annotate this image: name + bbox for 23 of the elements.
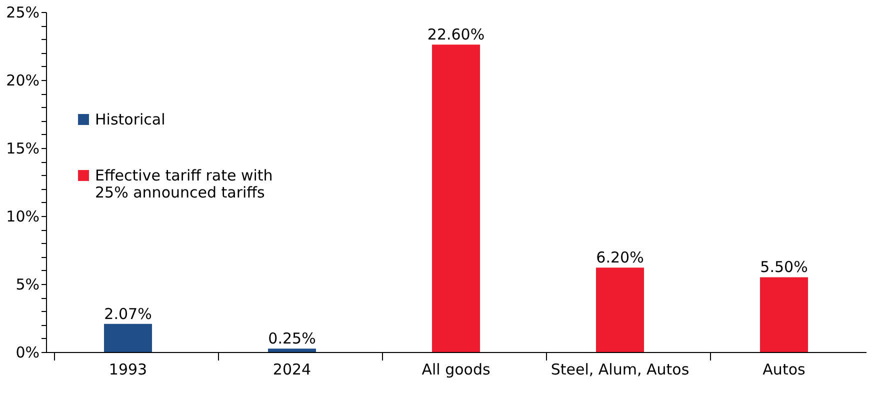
bar [432,44,480,352]
x-tick-label: All goods [422,360,490,378]
x-tick-label: Steel, Alum, Autos [550,360,690,378]
y-tick-label: 15% [6,140,40,158]
x-tick-label: 1993 [108,360,148,378]
data-label: 5.50% [760,258,808,276]
bar [760,277,808,352]
data-label: 0.25% [268,330,316,348]
x-tick-label: Autos [762,360,806,378]
y-tick-label: 10% [6,208,40,226]
legend-label: Historical [95,110,166,128]
data-label: 6.20% [596,248,644,267]
y-tick-label: 5% [16,276,40,294]
bar [268,348,316,352]
y-tick-label: 20% [6,72,40,90]
bar [104,324,152,352]
data-label: 2.07% [104,304,152,323]
data-label: 22.60% [427,26,485,44]
x-tick-label: 2024 [272,360,312,378]
y-tick-label: 0% [16,344,40,362]
legend-label: Effective tariff rate with 25% announced tariffs [95,166,273,202]
bar [596,268,644,352]
y-tick-label: 25% [6,4,40,22]
